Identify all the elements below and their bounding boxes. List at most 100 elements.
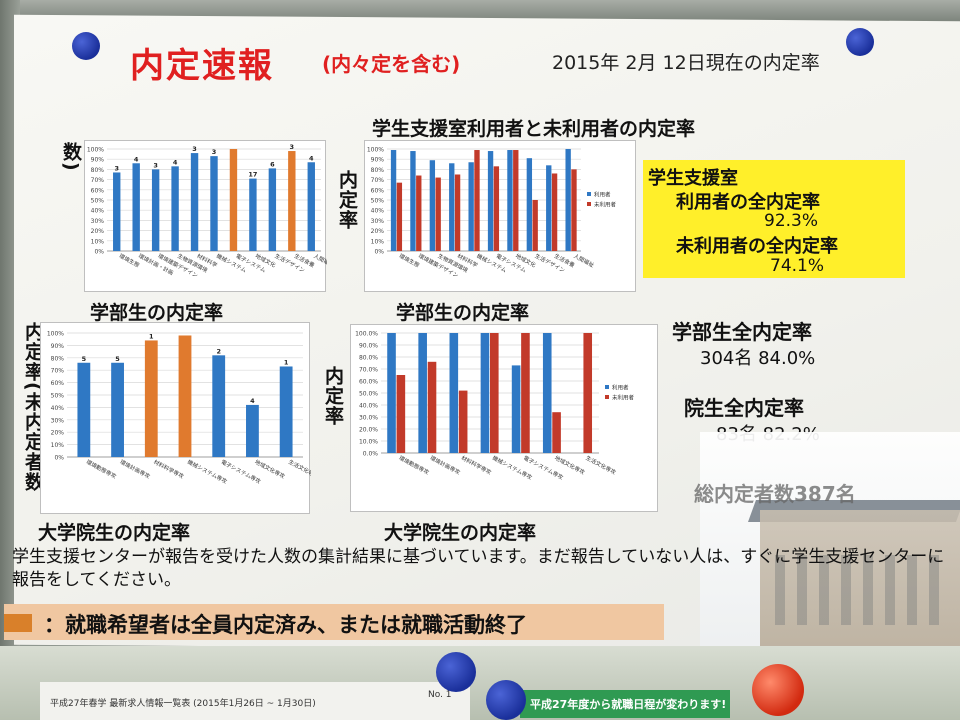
green-banner: [520, 690, 730, 718]
data-label: 5: [115, 355, 120, 363]
summary-users-label: 利用者の全内定率: [676, 192, 820, 213]
y-tick-label: 100%: [367, 147, 384, 154]
bar: [144, 340, 158, 457]
data-label: 3: [153, 161, 158, 169]
bar: [279, 366, 293, 457]
data-label: 17: [248, 171, 257, 179]
bar: [449, 333, 459, 453]
y-tick-label: 100%: [47, 331, 64, 338]
y-tick-label: 10%: [51, 442, 65, 449]
bar: [532, 200, 538, 251]
legend-highlight-text: ：就職希望者は全員内定済み、または就職活動終了: [44, 613, 527, 637]
bar: [474, 150, 480, 251]
x-tick-label: 環境動態専攻: [85, 458, 118, 481]
undergrad-title-right: 学部生の内定率: [396, 302, 530, 324]
bar: [480, 333, 490, 453]
y-tick-label: 20%: [51, 430, 65, 437]
bar: [190, 153, 199, 251]
reflected-windows: [775, 555, 950, 625]
bar: [132, 163, 140, 251]
y-tick-label: 10%: [91, 238, 105, 245]
bar: [288, 151, 296, 251]
y-tick-label: 40.0%: [359, 403, 378, 410]
y-tick-label: 40%: [91, 208, 105, 215]
bar: [490, 333, 499, 453]
bar: [212, 355, 226, 457]
push-pin-red: [752, 664, 804, 716]
y-tick-label: 80%: [91, 167, 105, 174]
data-label: 1: [149, 332, 154, 340]
push-pin: [72, 32, 100, 60]
y-tick-label: 20.0%: [359, 427, 378, 434]
bar: [583, 333, 593, 453]
y-tick-label: 20%: [371, 228, 385, 235]
y-tick-label: 30%: [371, 218, 385, 225]
vertical-label: 内定率: [322, 366, 344, 426]
y-tick-label: 90%: [91, 157, 105, 164]
undergrad-total-value: 304名 84.0%: [700, 348, 816, 369]
data-label: 5: [82, 355, 87, 363]
bar: [427, 361, 437, 453]
y-tick-label: 50.0%: [359, 391, 378, 398]
x-tick-label: 生活文化専攻: [584, 454, 617, 477]
push-pin: [846, 28, 874, 56]
y-tick-label: 60.0%: [359, 379, 378, 386]
data-label: 4: [173, 158, 178, 166]
data-label: 1: [284, 358, 289, 366]
grad-title-right: 大学院生の内定率: [384, 522, 537, 544]
x-tick-label: 環境生態: [118, 252, 142, 270]
y-tick-label: 0%: [54, 455, 64, 462]
y-tick-label: 80%: [51, 355, 65, 362]
data-label: 2: [216, 347, 221, 355]
summary-nonusers-label: 未利用者の全内定率: [676, 236, 838, 257]
bar: [396, 182, 403, 251]
bar: [249, 178, 257, 251]
support-comparison-title: 学生支援室利用者と未利用者の内定率: [372, 118, 696, 140]
y-tick-label: 80.0%: [359, 355, 378, 362]
x-tick-label: 環境生態: [398, 252, 422, 270]
bar: [396, 375, 406, 453]
chart-support-users: 0% 10% 20% 30% 40% 50% 60% 70% 80% 90% 100% 環境生態 環境建…: [364, 140, 636, 292]
y-tick-label: 50%: [371, 198, 385, 205]
bar: [268, 168, 277, 251]
y-tick-label: 10.0%: [359, 439, 378, 446]
legend-orange-swatch: [4, 614, 32, 632]
data-label: 3: [192, 145, 197, 153]
y-tick-label: 70.0%: [359, 367, 378, 374]
bar: [435, 177, 441, 251]
summary-yellow-box: [643, 160, 905, 278]
data-label: 6: [270, 160, 275, 168]
bar: [390, 150, 397, 251]
bar: [546, 165, 552, 251]
job-listing-sheet: [40, 682, 470, 720]
y-tick-label: 30%: [51, 417, 65, 424]
job-listing-number: No. 1: [428, 690, 452, 700]
bar: [171, 166, 179, 251]
bar: [418, 333, 427, 453]
summary-users-value: 92.3%: [764, 211, 819, 231]
summary-support-room: 学生支援室: [648, 168, 738, 189]
bar: [551, 173, 558, 251]
bar: [210, 156, 218, 251]
x-tick-label: 人間福祉: [312, 252, 327, 270]
chart-grad-unoffered: 0% 10% 20% 30% 40% 50% 60% 70% 80% 90% 100% 5 環境動態専攻…: [40, 322, 311, 514]
bar: [458, 390, 468, 453]
y-tick-label: 90%: [51, 343, 65, 350]
job-listing-title: 平成27年春学 最新求人情報一覧表 (2015年1月26日 ~ 1月30日): [50, 699, 316, 709]
y-tick-label: 40%: [371, 208, 385, 215]
y-tick-label: 100%: [87, 147, 104, 154]
y-tick-label: 80%: [371, 167, 385, 174]
push-pin: [486, 680, 526, 720]
bar: [307, 162, 315, 251]
legend-swatch: [587, 192, 591, 196]
bar: [552, 412, 561, 453]
y-tick-label: 60%: [51, 380, 65, 387]
data-label: 4: [309, 154, 314, 162]
bar: [429, 160, 436, 251]
bar: [113, 172, 121, 251]
bar: [493, 166, 500, 251]
data-label: 4: [250, 397, 255, 405]
undergrad-title-left: 学部生の内定率: [90, 302, 224, 324]
data-label: 3: [114, 164, 119, 172]
bar: [507, 150, 513, 251]
